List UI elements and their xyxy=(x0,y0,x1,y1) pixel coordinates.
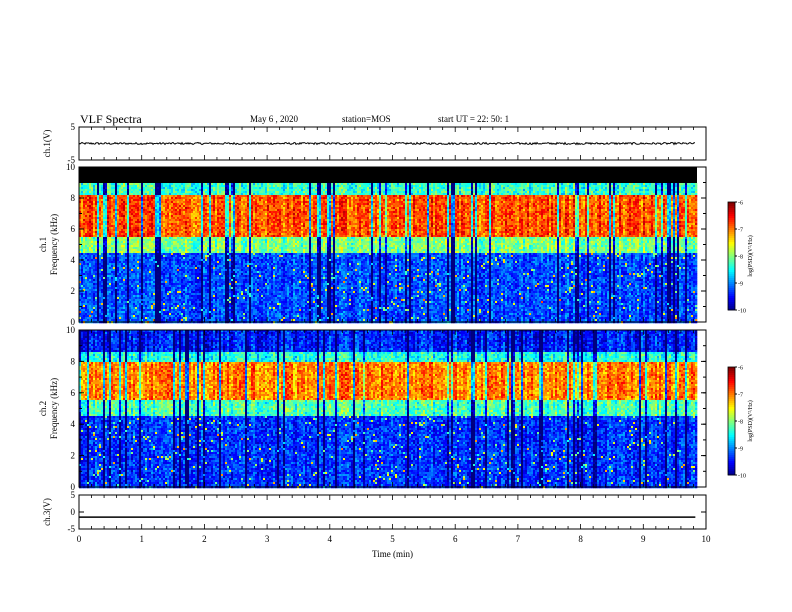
x-tick-label: 5 xyxy=(390,534,395,544)
x-tick-label: 8 xyxy=(578,534,583,544)
y-tick-label: 8 xyxy=(71,193,76,203)
ch1-y-axis-label: ch.1(V) xyxy=(42,130,52,158)
ch2-y-axis-label: ch.2 xyxy=(38,401,48,416)
ch2-spectrogram xyxy=(79,330,697,488)
x-tick-label: 10 xyxy=(702,534,712,544)
ch2-colorbar xyxy=(728,367,735,475)
x-tick-label: 2 xyxy=(202,534,207,544)
colorbar-tick-label: -7 xyxy=(738,393,743,399)
colorbar-tick-label: -8 xyxy=(738,420,743,426)
x-tick-label: 4 xyxy=(328,534,333,544)
x-tick-label: 3 xyxy=(265,534,270,544)
y-tick-label: 2 xyxy=(71,451,76,461)
colorbar-tick-label: -9 xyxy=(738,282,743,288)
x-tick-label: 0 xyxy=(77,534,82,544)
ch1-y-axis-unit-label: Frequency (kHz) xyxy=(49,214,59,275)
y-tick-label: 0 xyxy=(71,507,76,517)
colorbar-tick-label: -6 xyxy=(738,201,743,207)
y-tick-label: 10 xyxy=(66,325,76,335)
colorbar-tick-label: -9 xyxy=(738,447,743,453)
y-tick-label: 6 xyxy=(71,224,76,234)
x-axis-label: Time (min) xyxy=(372,549,413,559)
y-tick-label: 8 xyxy=(71,356,76,366)
y-tick-label: 2 xyxy=(71,286,76,296)
colorbar-tick-label: -6 xyxy=(738,366,743,372)
x-tick-label: 6 xyxy=(453,534,458,544)
y-tick-label: 10 xyxy=(66,162,76,172)
x-tick-label: 1 xyxy=(139,534,144,544)
ch1-colorbar-label: log(PSD)(V²/Hz) xyxy=(747,235,754,276)
y-tick-label: 6 xyxy=(71,388,76,398)
ch3-y-axis-label: ch.3(V) xyxy=(42,498,52,526)
ch1-colorbar xyxy=(728,202,735,310)
ch1-spectrogram xyxy=(79,167,697,323)
colorbar-tick-label: -10 xyxy=(738,474,746,480)
y-tick-label: -5 xyxy=(68,524,76,534)
y-tick-label: 4 xyxy=(71,419,76,429)
panel-frame xyxy=(79,495,706,529)
y-tick-label: 5 xyxy=(71,122,76,132)
colorbar-tick-label: -7 xyxy=(738,228,743,234)
x-tick-label: 7 xyxy=(516,534,521,544)
ch1-signal-line xyxy=(79,143,695,145)
colorbar-tick-label: -8 xyxy=(738,255,743,261)
ch1-y-axis-label: ch.1 xyxy=(38,237,48,252)
x-tick-label: 9 xyxy=(641,534,646,544)
y-tick-label: 5 xyxy=(71,490,76,500)
ch2-y-axis-unit-label: Frequency (kHz) xyxy=(49,378,59,439)
colorbar-tick-label: -10 xyxy=(738,309,746,315)
ch2-colorbar-label: log(PSD)(V²/Hz) xyxy=(747,400,754,441)
y-tick-label: 4 xyxy=(71,255,76,265)
